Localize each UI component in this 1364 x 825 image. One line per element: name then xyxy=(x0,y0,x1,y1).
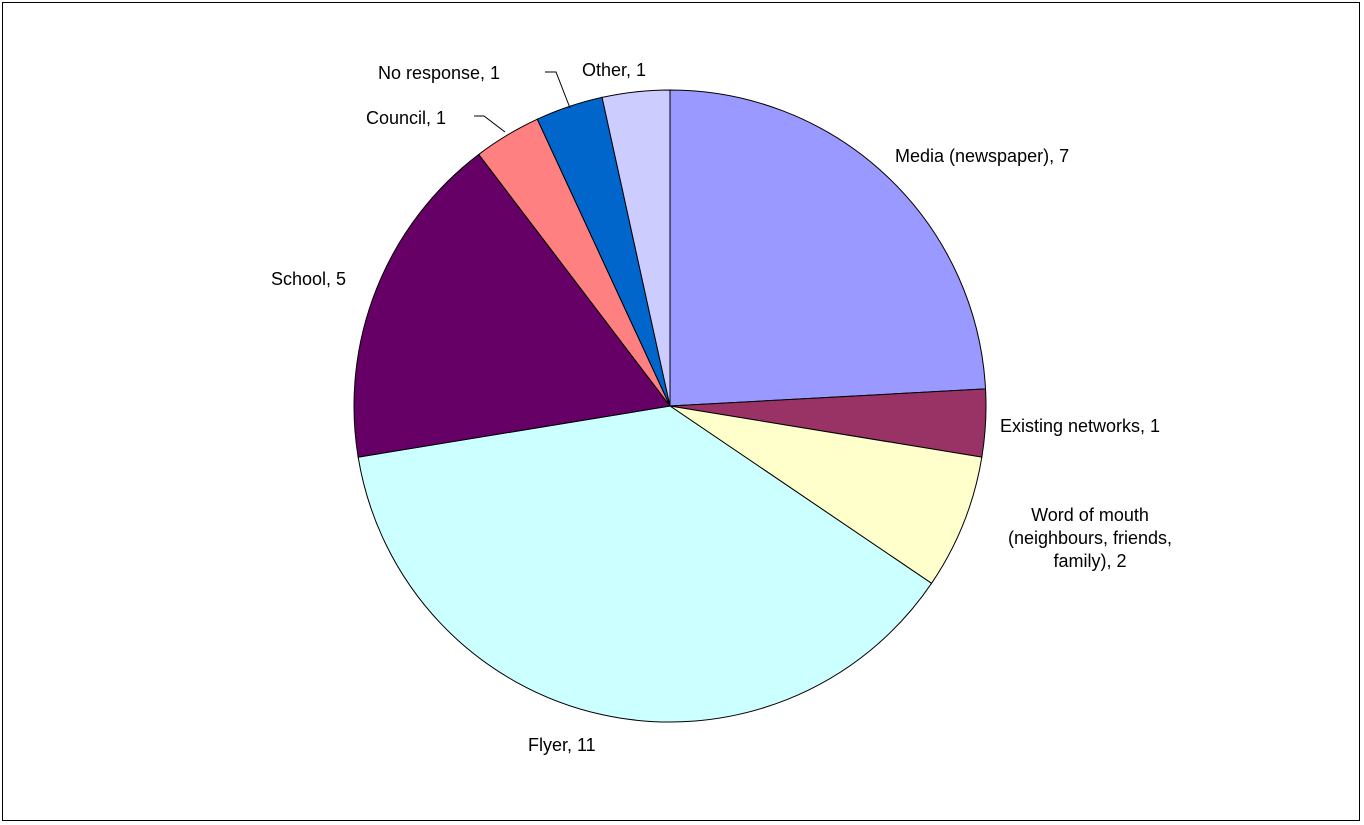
pie-slice-3 xyxy=(669,405,983,585)
data-label-4: Flyer, 11 xyxy=(528,735,596,755)
leader-lines xyxy=(474,71,571,133)
pie-slice-5 xyxy=(353,153,671,458)
data-labels: Media (newspaper), 7 Existing networks, 1… xyxy=(271,60,1172,755)
pie-slice-1 xyxy=(669,89,987,407)
leader-line-6 xyxy=(474,115,506,133)
data-label-2: Existing networks, 1 xyxy=(1000,416,1160,436)
leader-line-7 xyxy=(545,71,571,109)
data-label-7: No response, 1 xyxy=(378,63,500,83)
data-label-8: Other, 1 xyxy=(582,60,646,80)
data-label-1: Media (newspaper), 7 xyxy=(895,146,1069,166)
pie-slice-8 xyxy=(601,89,671,407)
data-label-3: Word of mouth (neighbours, friends, family… xyxy=(1008,505,1172,571)
pie-slice-4 xyxy=(357,405,933,723)
pie-slices xyxy=(353,89,987,723)
data-label-6: Council, 1 xyxy=(366,108,446,128)
data-label-5: School, 5 xyxy=(271,269,346,289)
